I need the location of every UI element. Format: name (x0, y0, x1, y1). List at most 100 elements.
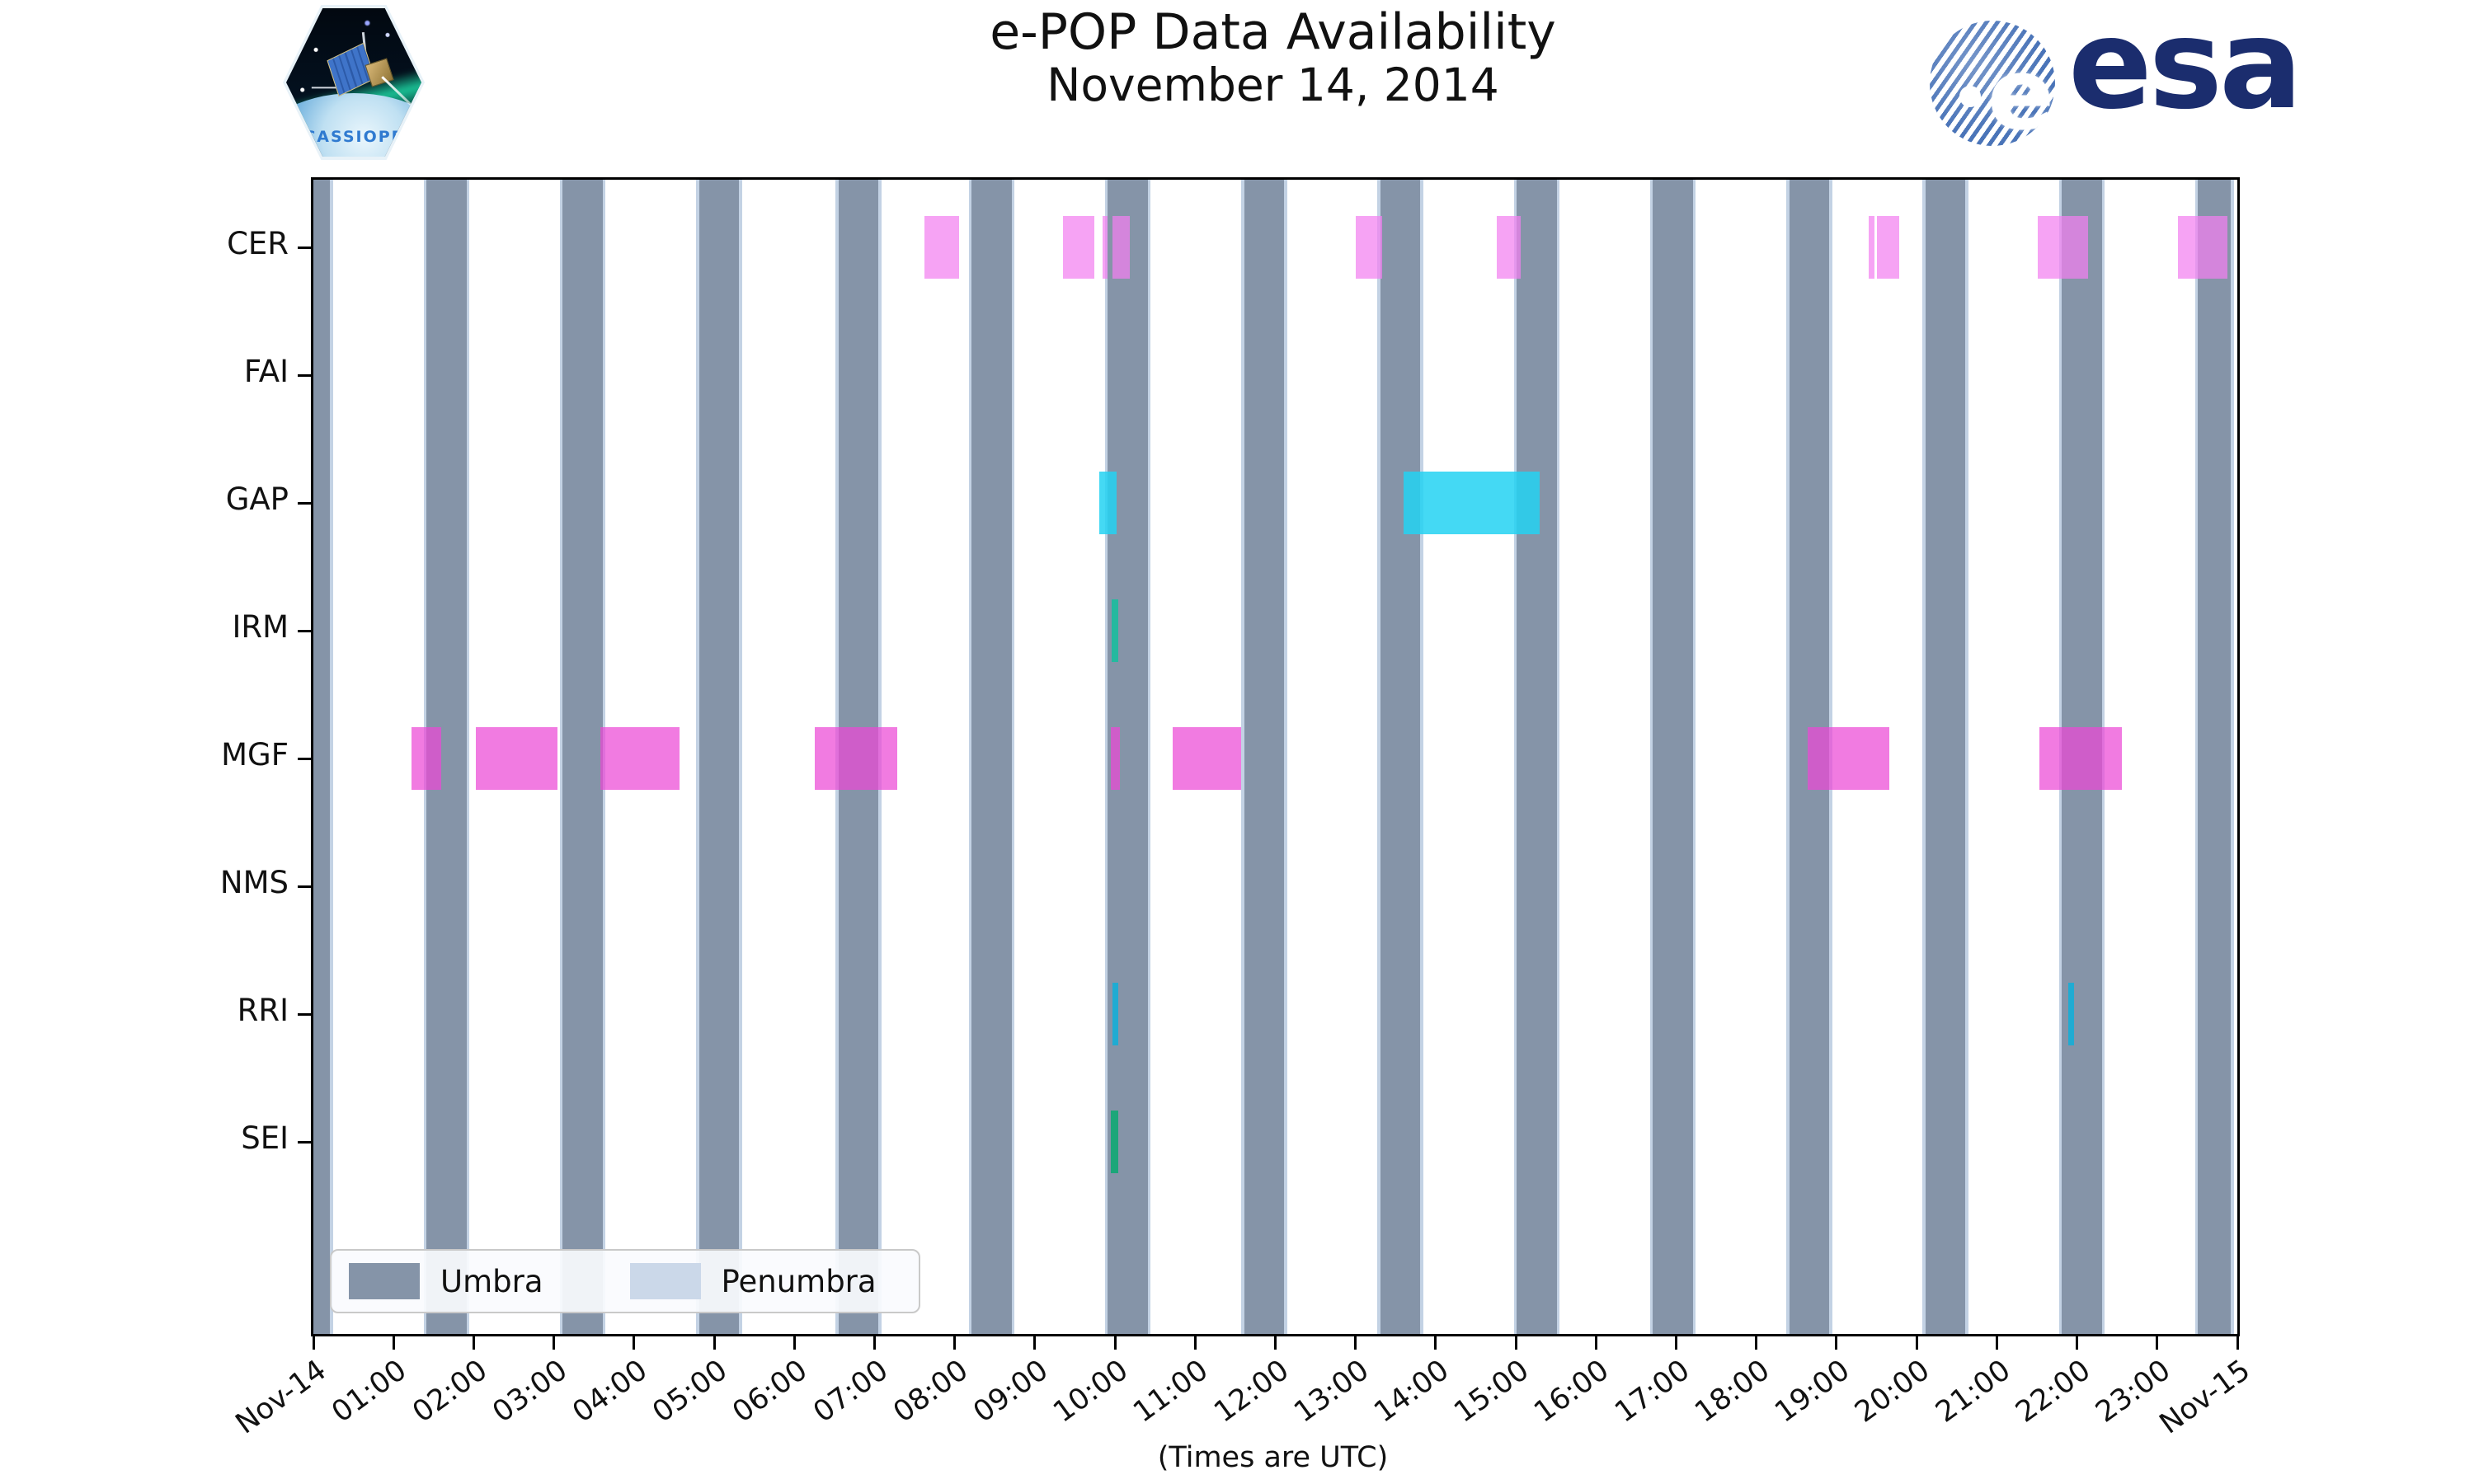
penumbra-band (696, 180, 699, 1334)
rri-availability-bar (2067, 983, 2074, 1045)
mgf-availability-bar (2039, 727, 2122, 790)
umbra-band (562, 180, 603, 1334)
y-tick (298, 758, 311, 760)
x-tick-label: 12:00 (1207, 1354, 1296, 1430)
penumbra-band (1692, 180, 1696, 1334)
page-title: e-POP Data Availability (990, 3, 1556, 61)
cer-availability-bar (1355, 216, 1382, 279)
y-tick (298, 502, 311, 505)
cer-availability-bar (1062, 216, 1094, 279)
x-tick-label: 18:00 (1689, 1354, 1776, 1430)
penumbra-band (1377, 180, 1380, 1334)
x-tick-label: 08:00 (887, 1354, 975, 1430)
y-tick-label-nms: NMS (219, 865, 289, 900)
cer-availability-bar (2037, 216, 2089, 279)
x-tick-label: 11:00 (1127, 1354, 1215, 1430)
x-tick-label: 10:00 (1047, 1354, 1135, 1430)
penumbra-band (1556, 180, 1560, 1334)
cer-availability-bar (1496, 216, 1521, 279)
cer-availability-bar (924, 216, 960, 279)
y-tick (298, 1013, 311, 1016)
mgf-availability-bar (476, 727, 558, 790)
y-tick (298, 630, 311, 632)
cer-availability-bar (2178, 216, 2228, 279)
plot-area: Umbra Penumbra CER FAI GAP IRM MGF NMS RRI SEI N… (220, 177, 2257, 1441)
penumbra-band (559, 180, 563, 1334)
umbra-band (971, 180, 1012, 1334)
penumbra-band (1104, 180, 1108, 1334)
x-tick (392, 1334, 395, 1350)
x-tick-label: 21:00 (1929, 1354, 2016, 1430)
y-tick (298, 885, 311, 888)
x-tick (872, 1334, 876, 1350)
legend-umbra-swatch (349, 1263, 420, 1299)
y-tick (298, 374, 311, 377)
penumbra-band (466, 180, 470, 1334)
x-tick-label: 05:00 (647, 1354, 734, 1430)
x-tick-label: 13:00 (1288, 1354, 1376, 1430)
x-tick (1434, 1334, 1437, 1350)
penumbra-band (1011, 180, 1015, 1334)
penumbra-band (1922, 180, 1926, 1334)
gap-availability-bar (1098, 472, 1117, 534)
penumbra-band (1786, 180, 1790, 1334)
penumbra-band (1649, 180, 1653, 1334)
x-tick (1274, 1334, 1277, 1350)
x-tick-label: 22:00 (2009, 1354, 2097, 1430)
cassiope-patch-label: CASSIOPE (303, 128, 404, 147)
y-tick (298, 247, 311, 249)
mgf-availability-bar (1111, 727, 1120, 790)
x-tick-label: 01:00 (326, 1354, 413, 1430)
mgf-availability-bar (1173, 727, 1241, 790)
penumbra-band (2194, 180, 2199, 1334)
penumbra-band (1420, 180, 1423, 1334)
y-tick-label-mgf: MGF (221, 737, 289, 773)
x-tick (1915, 1334, 1918, 1350)
y-tick-label-cer: CER (227, 226, 289, 261)
rri-availability-bar (1112, 983, 1118, 1045)
x-tick (1594, 1334, 1597, 1350)
x-tick-label: 14:00 (1368, 1354, 1456, 1430)
esa-logo: e esa (1930, 0, 2326, 153)
y-tick-label-rri: RRI (237, 993, 289, 1028)
x-tick-label: 20:00 (1849, 1354, 1936, 1430)
x-tick (1675, 1334, 1678, 1350)
umbra-band (1380, 180, 1421, 1334)
penumbra-band (1284, 180, 1287, 1334)
umbra-band (698, 180, 740, 1334)
x-tick-label: 17:00 (1608, 1354, 1696, 1430)
y-tick (298, 1141, 311, 1144)
umbra-band (1653, 180, 1693, 1334)
x-tick (1193, 1334, 1197, 1350)
esa-e-glyph: e (1987, 38, 2055, 146)
x-tick (633, 1334, 636, 1350)
x-tick (793, 1334, 796, 1350)
x-tick-label: 03:00 (487, 1354, 574, 1430)
penumbra-band (1147, 180, 1151, 1334)
umbra-band (2198, 180, 2232, 1334)
umbra-band (1244, 180, 1285, 1334)
mgf-availability-bar (814, 727, 897, 790)
page-subtitle: November 14, 2014 (1047, 59, 1499, 112)
penumbra-band (968, 180, 972, 1334)
x-tick (1033, 1334, 1037, 1350)
x-tick-label: 09:00 (967, 1354, 1055, 1430)
cer-availability-bar (1876, 216, 1899, 279)
x-tick (553, 1334, 556, 1350)
umbra-band (1925, 180, 1966, 1334)
x-tick (2156, 1334, 2159, 1350)
umbra-band (313, 180, 331, 1334)
x-tick (713, 1334, 716, 1350)
cer-availability-bar (1112, 216, 1130, 279)
penumbra-band (1241, 180, 1244, 1334)
x-tick-label: 16:00 (1528, 1354, 1616, 1430)
y-tick-label-sei: SEI (241, 1120, 289, 1156)
x-tick-label: Nov-15 (2154, 1354, 2257, 1441)
mgf-availability-bar (411, 727, 441, 790)
mgf-availability-bar (600, 727, 680, 790)
x-tick (1354, 1334, 1357, 1350)
x-tick (472, 1334, 475, 1350)
penumbra-band (1965, 180, 1968, 1334)
sei-availability-bar (1111, 1111, 1118, 1173)
